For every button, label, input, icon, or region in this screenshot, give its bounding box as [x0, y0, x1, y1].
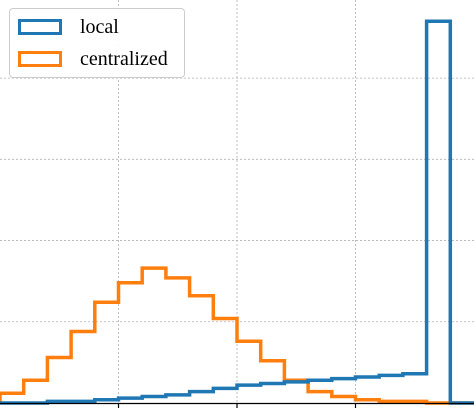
bin-local-10: [237, 385, 261, 403]
bin-local-13: [308, 380, 332, 403]
series-local: [0, 19, 474, 405]
bin-local-18: [427, 21, 451, 403]
axes-frame: [0, 402, 474, 408]
legend-swatch-centralized: [18, 51, 62, 67]
bin-centralized-4: [95, 302, 119, 403]
bin-local-14: [332, 379, 356, 403]
bin-centralized-1: [24, 380, 48, 403]
bin-local-5: [119, 398, 143, 403]
legend-label-local: local: [80, 15, 119, 38]
bin-centralized-7: [166, 278, 190, 403]
legend: local centralized: [9, 8, 185, 78]
legend-label-centralized: centralized: [80, 47, 168, 70]
bin-local-3: [71, 401, 95, 403]
bin-local-12: [284, 382, 308, 403]
bin-local-7: [166, 395, 190, 403]
histogram-step-local: [0, 19, 474, 405]
bin-centralized-5: [119, 283, 143, 403]
histogram-series: [0, 19, 474, 405]
bin-centralized-2: [47, 358, 71, 403]
bin-centralized-3: [71, 332, 95, 403]
bin-local-15: [356, 377, 380, 403]
bin-centralized-8: [190, 296, 214, 403]
legend-item-centralized: centralized: [18, 47, 168, 71]
bin-local-8: [190, 392, 214, 403]
bin-local-9: [213, 388, 237, 403]
legend-item-local: local: [18, 15, 119, 39]
bin-centralized-6: [142, 268, 166, 403]
legend-swatch-local: [18, 19, 62, 35]
bin-local-6: [142, 397, 166, 403]
bin-local-2: [47, 401, 71, 403]
histogram-step-centralized: [0, 266, 474, 405]
bin-local-16: [379, 375, 403, 403]
bin-local-11: [261, 384, 285, 403]
series-centralized: [0, 266, 474, 405]
bin-local-4: [95, 400, 119, 403]
bin-local-17: [403, 374, 427, 403]
